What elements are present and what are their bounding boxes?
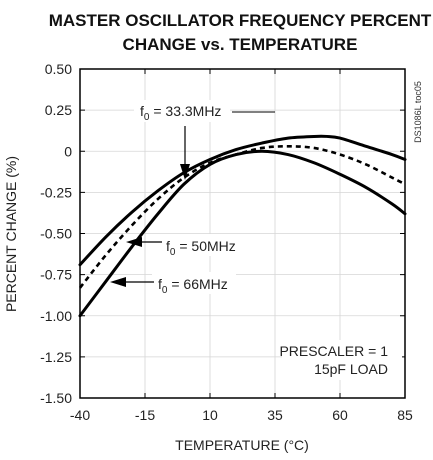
prescaler-bg [282, 340, 402, 380]
y-tick-label: 0 [64, 143, 72, 159]
x-tick-label: 10 [202, 407, 218, 423]
prescaler-line1: PRESCALER = 1 [279, 343, 388, 359]
y-tick-label: -0.50 [40, 226, 72, 242]
label-f0-66-prefix: f [158, 276, 162, 292]
x-tick-label: 35 [267, 407, 283, 423]
x-tick-label: -40 [70, 407, 90, 423]
label-bg-66 [152, 272, 236, 294]
y-tick-label: -1.00 [40, 308, 72, 324]
x-axis-ticks: -40 -15 10 35 60 85 [70, 69, 413, 423]
chart-title-line1: MASTER OSCILLATOR FREQUENCY PERCENT [49, 11, 432, 30]
label-f0-50-sub: 0 [170, 247, 176, 258]
side-code-label: DS1086L toc05 [413, 81, 423, 143]
grid [80, 69, 405, 398]
y-tick-label: 0.25 [45, 102, 72, 118]
label-66-arrow-head [110, 277, 126, 287]
label-f0-33-prefix: f [140, 103, 144, 119]
x-axis-label: TEMPERATURE (°C) [175, 437, 309, 453]
x-tick-label: 85 [397, 407, 413, 423]
label-f0-33-sub: 0 [144, 112, 150, 123]
label-f0-50-prefix: f [166, 238, 170, 254]
label-f0-50: f0 = 50MHz [166, 238, 236, 258]
label-f0-33-value: = 33.3MHz [149, 103, 221, 119]
label-bg-33 [134, 100, 230, 122]
label-f0-66-value: = 66MHz [167, 276, 227, 292]
label-50-arrow-head [126, 237, 142, 247]
chart-title-line2: CHANGE vs. TEMPERATURE [123, 35, 358, 54]
y-axis-label: PERCENT CHANGE (%) [3, 156, 19, 312]
series-line-1 [78, 134, 407, 267]
y-tick-label: -1.50 [40, 390, 72, 406]
y-tick-label: -0.75 [40, 267, 72, 283]
label-f0-66: f0 = 66MHz [158, 276, 228, 296]
label-f0-33: f0 = 33.3MHz [140, 103, 221, 123]
series-line-2 [78, 145, 406, 289]
x-tick-label: -15 [135, 407, 155, 423]
label-33-arrow-head [180, 164, 190, 180]
series-group [78, 134, 407, 318]
label-f0-66-sub: 0 [162, 285, 168, 296]
label-f0-50-value: = 50MHz [175, 238, 235, 254]
y-tick-label: -1.25 [40, 349, 72, 365]
x-tick-label: 60 [332, 407, 348, 423]
label-bg-50 [160, 234, 248, 256]
y-tick-label: 0.50 [45, 61, 72, 77]
y-tick-label: -0.25 [40, 184, 72, 200]
prescaler-line2: 15pF LOAD [314, 361, 388, 377]
y-axis-ticks: 0.50 0.25 0 -0.25 -0.50 -0.75 -1.00 -1.25 -1.50 [40, 61, 405, 406]
